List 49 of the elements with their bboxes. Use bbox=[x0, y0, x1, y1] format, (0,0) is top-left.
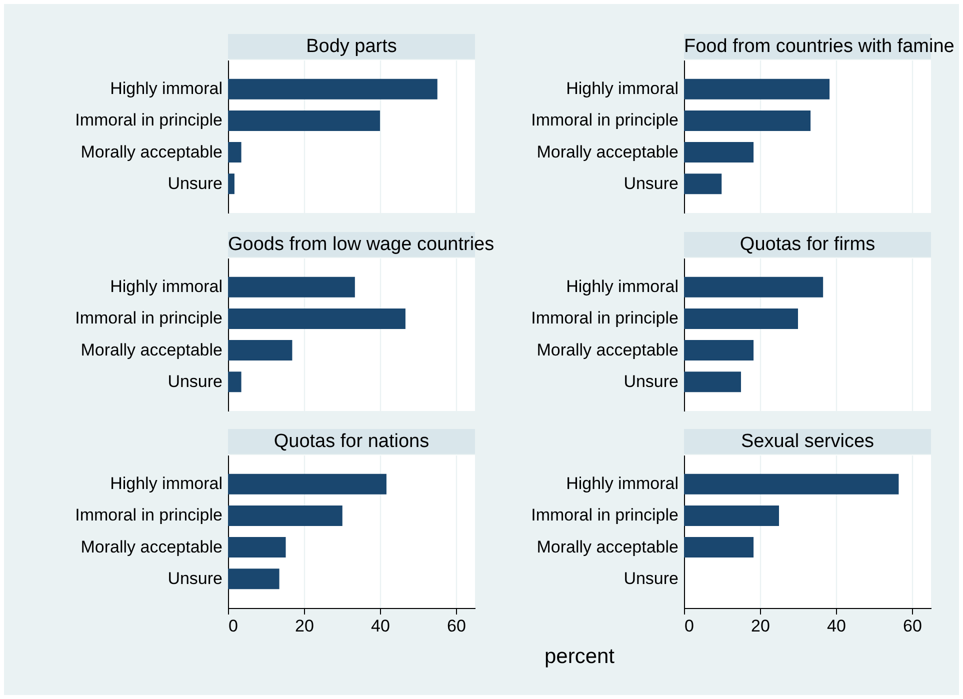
x-tick-label: 60 bbox=[447, 616, 466, 636]
y-tick-label: Unsure bbox=[624, 568, 678, 588]
y-tick-label: Morally acceptable bbox=[536, 142, 678, 162]
y-tick-label: Unsure bbox=[624, 372, 678, 391]
x-tick-label: 40 bbox=[827, 616, 846, 636]
bar bbox=[228, 78, 438, 100]
y-tick-label: Highly immoral bbox=[566, 277, 678, 296]
bar bbox=[684, 174, 722, 194]
y-tick-label: Highly immoral bbox=[110, 277, 222, 296]
y-tick-label: Immoral in principle bbox=[531, 308, 678, 328]
y-tick-label: Immoral in principle bbox=[75, 110, 222, 130]
y-tick-label: Highly immoral bbox=[566, 79, 678, 98]
y-tick-label: Unsure bbox=[168, 568, 222, 588]
x-tick-label: 60 bbox=[903, 616, 922, 636]
x-axis-title: percent bbox=[544, 645, 615, 669]
y-tick-label: Immoral in principle bbox=[75, 506, 222, 525]
bar bbox=[684, 372, 741, 392]
bar bbox=[684, 276, 824, 298]
bar bbox=[684, 110, 811, 131]
x-tick-label: 0 bbox=[228, 616, 238, 636]
x-tick-label: 20 bbox=[295, 616, 314, 636]
y-tick-label: Highly immoral bbox=[110, 79, 222, 98]
bar bbox=[684, 78, 830, 100]
bar bbox=[684, 308, 798, 329]
y-tick-label: Morally acceptable bbox=[80, 537, 222, 556]
bar bbox=[228, 174, 234, 194]
y-tick-label: Unsure bbox=[168, 372, 222, 391]
bar bbox=[684, 340, 754, 361]
y-tick-label: Morally acceptable bbox=[536, 537, 678, 556]
y-tick-label: Highly immoral bbox=[110, 474, 222, 494]
bar bbox=[684, 142, 754, 163]
y-tick-label: Immoral in principle bbox=[531, 110, 678, 130]
y-tick-label: Morally acceptable bbox=[536, 340, 678, 360]
bar bbox=[228, 372, 242, 392]
x-tick-label: 20 bbox=[751, 616, 770, 636]
x-tick-label: 0 bbox=[684, 616, 694, 636]
x-tick-label: 40 bbox=[371, 616, 390, 636]
bar bbox=[228, 308, 406, 329]
bar bbox=[228, 110, 380, 131]
bar bbox=[228, 142, 242, 163]
y-tick-label: Morally acceptable bbox=[80, 142, 222, 162]
y-tick-label: Morally acceptable bbox=[80, 340, 222, 360]
y-tick-label: Highly immoral bbox=[566, 474, 678, 494]
y-tick-label: Immoral in principle bbox=[531, 506, 678, 525]
y-tick-label: Unsure bbox=[168, 174, 222, 193]
bar bbox=[228, 276, 355, 298]
y-tick-label: Immoral in principle bbox=[75, 308, 222, 328]
bar bbox=[228, 340, 292, 361]
y-tick-label: Unsure bbox=[624, 174, 678, 193]
